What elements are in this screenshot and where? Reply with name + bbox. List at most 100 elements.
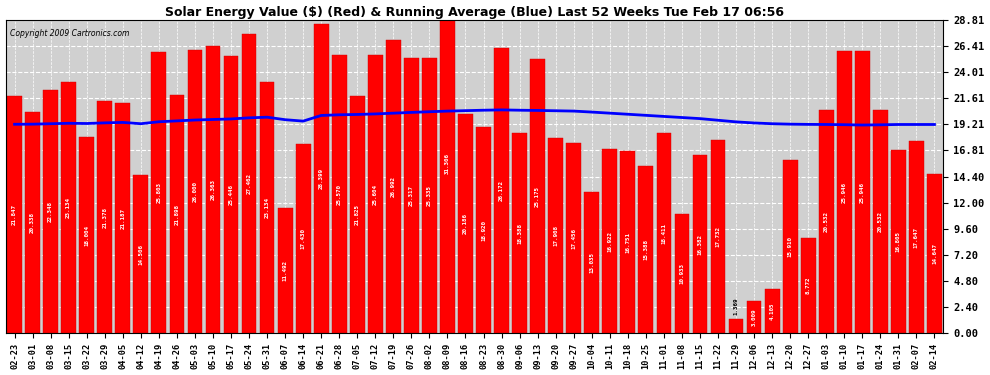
Bar [909, 141, 924, 333]
Text: 20.186: 20.186 [463, 213, 468, 234]
Text: 25.946: 25.946 [859, 182, 865, 203]
Text: 31.306: 31.306 [445, 153, 450, 174]
Bar [441, 0, 454, 333]
Bar [206, 46, 221, 333]
Bar [224, 56, 239, 333]
Bar [242, 34, 256, 333]
Text: 16.922: 16.922 [607, 231, 612, 252]
Text: 15.910: 15.910 [788, 236, 793, 257]
Bar [639, 166, 653, 333]
Text: 16.751: 16.751 [626, 232, 631, 253]
Text: 8.772: 8.772 [806, 277, 811, 294]
Bar [134, 176, 148, 333]
Bar [169, 95, 184, 333]
Bar [783, 160, 798, 333]
Bar [693, 155, 708, 333]
Bar [494, 48, 509, 333]
Bar [116, 103, 131, 333]
Bar [602, 149, 617, 333]
Text: 26.363: 26.363 [211, 179, 216, 200]
Text: 20.532: 20.532 [878, 211, 883, 232]
Text: 21.847: 21.847 [12, 204, 17, 225]
Text: 14.647: 14.647 [932, 243, 937, 264]
Text: 18.004: 18.004 [84, 225, 89, 246]
Text: 17.732: 17.732 [716, 226, 721, 248]
Bar [548, 138, 563, 333]
Text: 1.369: 1.369 [734, 298, 739, 315]
Text: 25.803: 25.803 [156, 183, 161, 204]
Text: 25.604: 25.604 [373, 183, 378, 204]
Bar [891, 150, 906, 333]
Text: 11.492: 11.492 [282, 260, 288, 281]
Bar [314, 24, 329, 333]
Bar [656, 133, 671, 333]
Bar [368, 55, 383, 333]
Bar [386, 39, 401, 333]
Text: 10.933: 10.933 [679, 264, 684, 285]
Bar [349, 96, 364, 333]
Text: 22.348: 22.348 [49, 201, 53, 222]
Text: 27.462: 27.462 [247, 173, 251, 194]
Bar [621, 151, 636, 333]
Text: 17.908: 17.908 [553, 225, 558, 246]
Text: 21.378: 21.378 [102, 207, 107, 228]
Bar [855, 51, 869, 333]
Text: 18.388: 18.388 [517, 223, 522, 244]
Bar [711, 140, 726, 333]
Text: 26.000: 26.000 [192, 182, 197, 203]
Text: 17.647: 17.647 [914, 227, 919, 248]
Text: 17.430: 17.430 [301, 228, 306, 249]
Bar [151, 53, 166, 333]
Bar [422, 58, 437, 333]
Text: 21.898: 21.898 [174, 204, 179, 225]
Text: 23.134: 23.134 [264, 197, 269, 218]
Bar [531, 59, 545, 333]
Bar [44, 90, 58, 333]
Bar [729, 319, 743, 333]
Text: 15.388: 15.388 [644, 239, 648, 260]
Bar [674, 214, 689, 333]
Text: 25.175: 25.175 [536, 186, 541, 207]
Bar [332, 55, 346, 333]
Text: 3.009: 3.009 [751, 308, 756, 326]
Text: 25.335: 25.335 [427, 185, 432, 206]
Text: 16.805: 16.805 [896, 231, 901, 252]
Text: 26.992: 26.992 [391, 176, 396, 197]
Bar [819, 110, 834, 333]
Bar [746, 301, 761, 333]
Text: 21.187: 21.187 [121, 208, 126, 229]
Text: 25.317: 25.317 [409, 185, 414, 206]
Bar [187, 50, 202, 333]
Bar [7, 96, 22, 333]
Bar [476, 128, 491, 333]
Bar [259, 81, 274, 333]
Bar [458, 114, 473, 333]
Bar [404, 58, 419, 333]
Bar [25, 112, 40, 333]
Text: 26.172: 26.172 [499, 180, 504, 201]
Text: 13.035: 13.035 [589, 252, 594, 273]
Bar [79, 137, 94, 333]
Bar [837, 51, 851, 333]
Bar [566, 143, 581, 333]
Text: 21.825: 21.825 [354, 204, 359, 225]
Text: 20.532: 20.532 [824, 211, 829, 232]
Bar [278, 209, 292, 333]
Text: 18.411: 18.411 [661, 223, 666, 244]
Text: 18.920: 18.920 [481, 220, 486, 241]
Bar [927, 174, 941, 333]
Text: 25.946: 25.946 [842, 182, 846, 203]
Text: 20.338: 20.338 [30, 212, 35, 233]
Text: 4.105: 4.105 [769, 302, 774, 320]
Bar [61, 81, 76, 333]
Bar [584, 192, 599, 333]
Bar [512, 133, 527, 333]
Text: 17.456: 17.456 [571, 228, 576, 249]
Bar [873, 110, 888, 333]
Bar [764, 289, 779, 333]
Bar [296, 144, 311, 333]
Text: 16.382: 16.382 [698, 234, 703, 255]
Text: 23.134: 23.134 [66, 197, 71, 218]
Bar [801, 238, 816, 333]
Text: 28.399: 28.399 [319, 168, 324, 189]
